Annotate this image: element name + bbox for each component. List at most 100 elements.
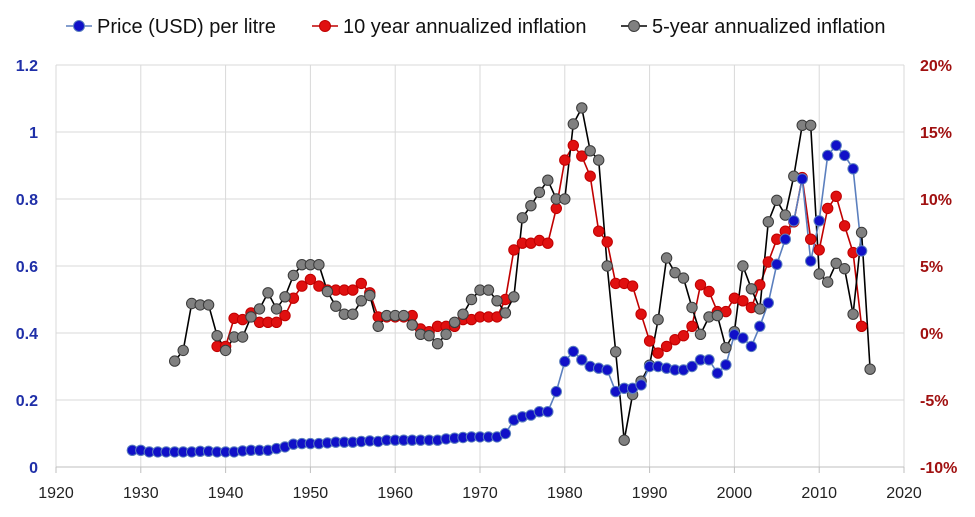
data-point — [847, 163, 859, 175]
data-point — [567, 345, 579, 358]
data-point — [822, 276, 834, 288]
data-point — [321, 285, 334, 298]
data-point — [830, 190, 842, 203]
data-point — [720, 359, 732, 371]
data-point — [703, 354, 715, 366]
data-point — [694, 279, 707, 291]
data-point — [550, 202, 562, 215]
x-tick-label: 1950 — [293, 485, 329, 502]
data-point — [355, 277, 367, 290]
data-point — [559, 355, 571, 368]
y-left-tick-label: 1.2 — [16, 58, 38, 75]
data-point — [847, 308, 859, 320]
data-point — [677, 330, 690, 342]
data-point — [669, 267, 681, 279]
data-point — [855, 320, 868, 332]
data-point — [838, 149, 851, 162]
data-point — [677, 272, 690, 284]
data-point — [771, 194, 783, 207]
y-right-tick-label: 5% — [920, 259, 943, 276]
data-point — [754, 320, 766, 332]
data-point — [745, 340, 758, 353]
data-point — [686, 301, 698, 314]
data-point — [762, 216, 774, 228]
data-point — [771, 258, 783, 270]
data-point — [822, 149, 834, 162]
x-tick-label: 2010 — [801, 485, 837, 502]
data-point — [559, 154, 571, 166]
data-point — [457, 308, 469, 320]
y-left-tick-label: 0.4 — [16, 326, 38, 343]
data-point — [330, 300, 342, 312]
data-point — [601, 260, 613, 272]
data-point — [313, 259, 325, 271]
x-tick-label: 1940 — [208, 485, 244, 502]
data-point — [279, 309, 291, 322]
data-point — [567, 139, 579, 152]
y-left-tick-label: 0.2 — [16, 393, 38, 410]
y-right-tick-label: 0% — [920, 326, 943, 343]
data-point — [796, 173, 808, 185]
data-point — [576, 150, 588, 162]
y-right-tick-label: -10% — [920, 460, 957, 477]
y-left-tick-label: 0.8 — [16, 192, 38, 209]
data-point — [516, 212, 529, 224]
data-point — [550, 385, 562, 398]
data-point — [406, 319, 418, 331]
data-point — [482, 284, 495, 296]
data-point — [584, 145, 596, 157]
data-point — [236, 331, 249, 343]
data-point — [643, 335, 656, 347]
data-point — [372, 320, 384, 332]
data-point — [618, 434, 630, 446]
gridlines — [55, 64, 905, 468]
data-point — [838, 263, 851, 275]
data-point — [355, 295, 367, 307]
data-point — [296, 280, 308, 292]
data-point — [830, 257, 842, 269]
data-point — [270, 303, 283, 315]
data-point — [703, 285, 715, 298]
data-point — [508, 244, 520, 256]
data-point — [855, 226, 868, 239]
legend-swatch-marker — [73, 20, 85, 32]
x-tick-label: 1990 — [632, 485, 668, 502]
data-point — [584, 170, 596, 182]
data-point — [813, 244, 825, 256]
data-point — [567, 118, 579, 130]
data-point — [686, 320, 698, 332]
data-point — [601, 236, 613, 248]
data-point — [177, 344, 189, 357]
data-point — [533, 186, 546, 199]
data-point — [652, 313, 664, 326]
legend-swatch-marker — [319, 20, 331, 32]
data-point — [720, 342, 732, 354]
data-point — [542, 237, 554, 249]
x-tick-label: 1930 — [123, 485, 159, 502]
data-point — [805, 255, 817, 267]
data-point — [398, 309, 410, 322]
y-right-tick-label: 20% — [920, 58, 952, 75]
data-point — [686, 360, 698, 373]
y-left-tick-label: 1 — [29, 125, 38, 142]
data-point — [431, 338, 444, 350]
data-point — [745, 283, 758, 295]
data-point — [737, 260, 749, 272]
x-tick-label: 1980 — [547, 485, 583, 502]
data-point — [635, 379, 647, 391]
axes — [55, 466, 905, 473]
legend-label: 10 year annualized inflation — [343, 16, 587, 38]
data-point — [576, 102, 588, 114]
data-point — [762, 297, 774, 309]
data-point — [423, 330, 435, 342]
data-point — [788, 215, 800, 227]
data-point — [626, 280, 639, 292]
data-point — [864, 363, 876, 375]
data-point — [711, 367, 724, 379]
data-point — [593, 225, 605, 237]
data-point — [270, 316, 283, 328]
data-point — [253, 303, 266, 315]
data-point — [262, 287, 274, 299]
data-point — [737, 332, 749, 344]
